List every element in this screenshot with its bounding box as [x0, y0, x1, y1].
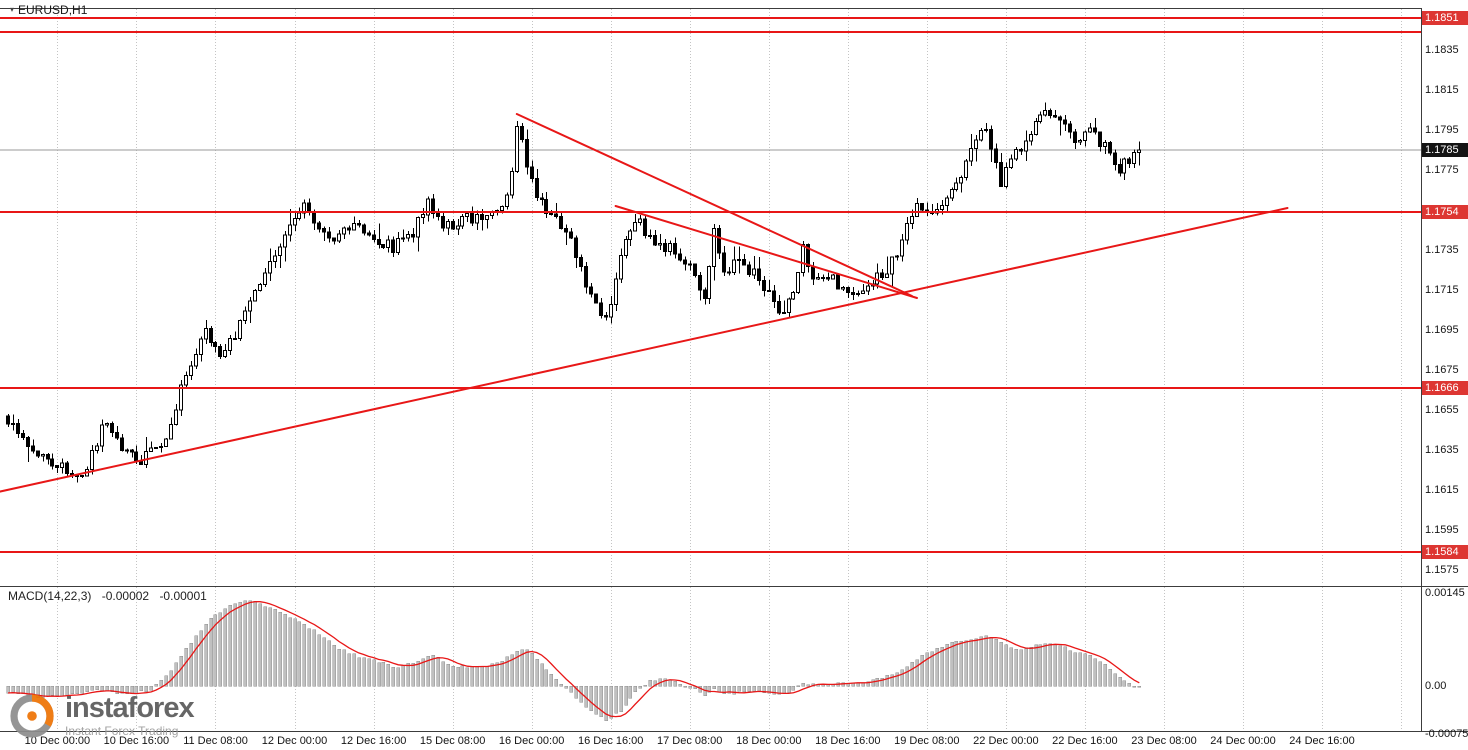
indicator-name: MACD(14,22,3) [8, 589, 92, 603]
indicator-label: MACD(14,22,3) -0.00002 -0.00001 [8, 589, 207, 603]
price-tick-label: 1.1815 [1425, 84, 1459, 96]
price-tick-label: 1.1695 [1425, 324, 1459, 336]
macd-axis-label: -0.00075 [1425, 728, 1468, 740]
trendlines-layer [0, 113, 1289, 493]
macd-histogram-layer [6, 600, 1141, 721]
price-axis: 1.1835 1.1815 1.1795 1.1775 1.1735 1.1715 1.16… [1422, 0, 1468, 731]
brand-text-block: instaforex Instant Forex Trading [65, 692, 195, 739]
symbol-period-label: ▾ EURUSD,H1 [10, 3, 87, 17]
price-tick-label: 1.1575 [1425, 564, 1459, 576]
time-label: 22 Dec 16:00 [1052, 735, 1118, 747]
time-label: 22 Dec 00:00 [973, 735, 1039, 747]
chart-marker-icon: ▾ [10, 5, 15, 14]
price-tick-label: 1.1835 [1425, 44, 1459, 56]
time-label: 18 Dec 16:00 [815, 735, 881, 747]
frame-layer [0, 8, 1468, 732]
indicator-value-signal: -0.00001 [159, 589, 207, 603]
indicator-value-main: -0.00002 [101, 589, 150, 603]
time-label: 10 Dec 16:00 [103, 735, 170, 747]
price-tick-label: 1.1615 [1425, 484, 1459, 496]
time-label: 24 Dec 00:00 [1210, 735, 1276, 747]
price-tick-label: 1.1795 [1425, 124, 1459, 136]
brand-name: instaforex [65, 692, 195, 724]
time-label: 17 Dec 08:00 [656, 735, 723, 747]
macd-axis: 0.00145 0.00 -0.00075 [1422, 0, 1468, 750]
time-label: 12 Dec 16:00 [340, 735, 407, 747]
time-label: 16 Dec 16:00 [577, 735, 644, 747]
price-tick-label: 1.1655 [1425, 404, 1459, 416]
time-label: 16 Dec 00:00 [498, 735, 565, 747]
time-label: 11 Dec 08:00 [183, 735, 248, 747]
price-tick-label: 1.1635 [1425, 444, 1459, 456]
time-axis: 10 Dec 00:00 10 Dec 16:00 11 Dec 08:00 12 D… [0, 733, 1421, 750]
macd-axis-label: 0.00145 [1425, 587, 1465, 599]
macd-axis-label: 0.00 [1425, 680, 1447, 692]
time-label: 24 Dec 16:00 [1289, 735, 1355, 747]
brand-tagline: Instant Forex Trading [65, 724, 179, 738]
price-level-badge: 1.1584 [1422, 545, 1468, 559]
levels-layer [0, 17, 1421, 553]
price-tick-label: 1.1775 [1425, 164, 1459, 176]
price-level-badge: 1.1666 [1422, 381, 1468, 395]
grid-layer [57, 9, 1402, 730]
time-label: 10 Dec 00:00 [24, 735, 91, 747]
price-level-badge: 1.1851 [1422, 11, 1468, 25]
time-label: 19 Dec 08:00 [894, 735, 960, 747]
price-tick-label: 1.1735 [1425, 244, 1459, 256]
symbol-period-text: EURUSD,H1 [18, 3, 88, 17]
price-level-badge: 1.1754 [1422, 205, 1468, 219]
time-label: 23 Dec 08:00 [1131, 735, 1197, 747]
price-tick-label: 1.1595 [1425, 524, 1459, 536]
current-price-badge: 1.1785 [1422, 143, 1468, 157]
broker-watermark: instaforex Instant Forex Trading [8, 692, 195, 740]
price-tick-label: 1.1715 [1425, 284, 1459, 296]
price-tick-label: 1.1675 [1425, 364, 1459, 376]
time-label: 12 Dec 00:00 [261, 735, 328, 747]
time-label: 15 Dec 08:00 [419, 735, 486, 747]
instaforex-logo-icon [10, 694, 54, 738]
macd-signal-layer [7, 601, 1140, 718]
time-label: 18 Dec 00:00 [736, 735, 802, 747]
candles-layer [6, 102, 1141, 483]
